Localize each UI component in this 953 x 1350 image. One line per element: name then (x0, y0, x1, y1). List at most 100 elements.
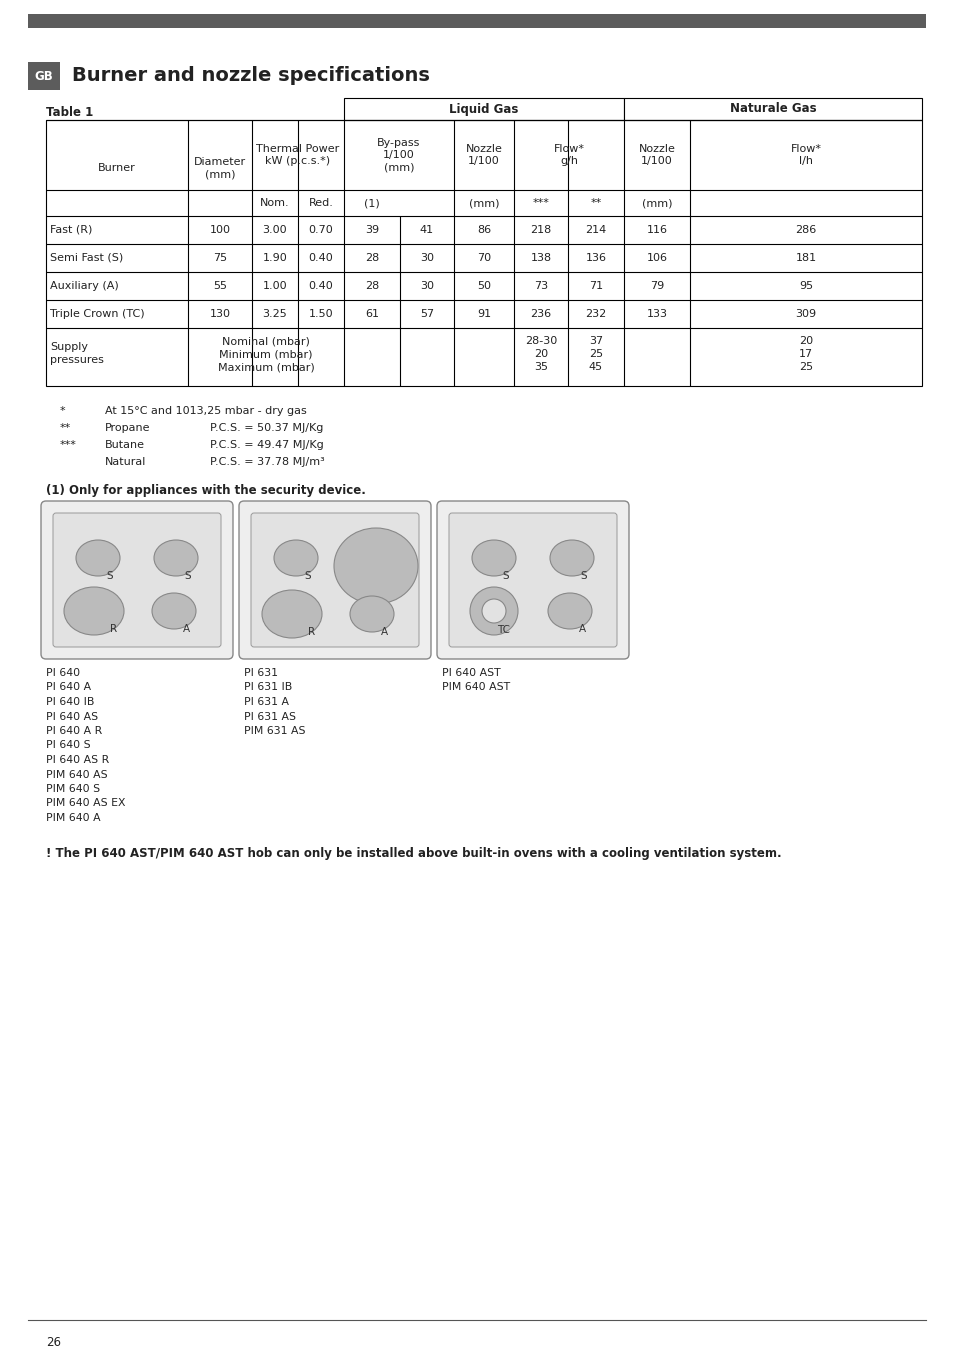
Text: 41: 41 (419, 225, 434, 235)
Ellipse shape (76, 540, 120, 576)
Text: Table 1: Table 1 (46, 105, 93, 119)
Text: PI 640 A: PI 640 A (46, 683, 91, 693)
Text: 20
17
25: 20 17 25 (798, 336, 812, 373)
Text: PIM 640 S: PIM 640 S (46, 784, 100, 794)
Ellipse shape (64, 587, 124, 634)
Text: 100: 100 (210, 225, 231, 235)
Ellipse shape (274, 540, 317, 576)
Text: Flow*
l/h: Flow* l/h (790, 144, 821, 166)
Text: S: S (185, 571, 192, 580)
Text: PI 640 IB: PI 640 IB (46, 697, 94, 707)
Text: P.C.S. = 37.78 MJ/m³: P.C.S. = 37.78 MJ/m³ (210, 458, 324, 467)
Text: 236: 236 (530, 309, 551, 319)
Text: Supply
pressures: Supply pressures (50, 342, 104, 366)
Text: A: A (578, 624, 585, 634)
Text: 26: 26 (46, 1336, 61, 1349)
Text: 86: 86 (476, 225, 491, 235)
Text: 138: 138 (530, 252, 551, 263)
Text: S: S (304, 571, 311, 580)
Text: PIM 640 AST: PIM 640 AST (441, 683, 510, 693)
Text: Butane: Butane (105, 440, 145, 450)
Ellipse shape (472, 540, 516, 576)
Text: 214: 214 (585, 225, 606, 235)
Text: 286: 286 (795, 225, 816, 235)
Text: (mm): (mm) (641, 198, 672, 208)
Text: 91: 91 (476, 309, 491, 319)
Ellipse shape (350, 595, 394, 632)
Text: PI 631: PI 631 (244, 668, 277, 678)
Text: (1) Only for appliances with the security device.: (1) Only for appliances with the securit… (46, 485, 366, 497)
Text: **: ** (590, 198, 601, 208)
Text: A: A (182, 624, 190, 634)
Text: 1.90: 1.90 (262, 252, 287, 263)
Text: 71: 71 (588, 281, 602, 292)
Ellipse shape (153, 540, 198, 576)
Bar (46, 120, 921, 386)
Text: Triple Crown (TC): Triple Crown (TC) (50, 309, 145, 319)
Text: 30: 30 (419, 281, 434, 292)
Text: 39: 39 (365, 225, 378, 235)
Text: S: S (107, 571, 113, 580)
Text: PIM 640 AS EX: PIM 640 AS EX (46, 798, 126, 809)
Text: 28-30
20
35: 28-30 20 35 (524, 336, 557, 373)
Text: R: R (111, 624, 117, 634)
Text: R: R (308, 626, 315, 637)
Text: 28: 28 (364, 281, 378, 292)
Text: Propane: Propane (105, 423, 151, 433)
Text: PI 631 IB: PI 631 IB (244, 683, 292, 693)
Text: 130: 130 (210, 309, 231, 319)
Ellipse shape (550, 540, 594, 576)
Text: 309: 309 (795, 309, 816, 319)
Text: Auxiliary (A): Auxiliary (A) (50, 281, 118, 292)
Text: 232: 232 (585, 309, 606, 319)
Text: TC: TC (497, 625, 510, 634)
Text: 133: 133 (646, 309, 667, 319)
Text: 0.70: 0.70 (309, 225, 333, 235)
Text: 95: 95 (798, 281, 812, 292)
Text: P.C.S. = 49.47 MJ/Kg: P.C.S. = 49.47 MJ/Kg (210, 440, 323, 450)
Text: Thermal Power
kW (p.c.s.*): Thermal Power kW (p.c.s.*) (256, 144, 339, 166)
Text: ***: *** (532, 198, 549, 208)
Text: A: A (380, 626, 387, 637)
Text: Flow*
g/h: Flow* g/h (553, 144, 584, 166)
Circle shape (470, 587, 517, 634)
Text: 50: 50 (476, 281, 491, 292)
Ellipse shape (547, 593, 592, 629)
FancyBboxPatch shape (436, 501, 628, 659)
Text: 136: 136 (585, 252, 606, 263)
Text: 55: 55 (213, 281, 227, 292)
Text: Natural: Natural (105, 458, 146, 467)
Text: 0.40: 0.40 (309, 281, 333, 292)
Text: Naturale Gas: Naturale Gas (729, 103, 816, 116)
Text: 106: 106 (646, 252, 667, 263)
Bar (623, 99, 921, 120)
Text: 73: 73 (534, 281, 547, 292)
Text: 37
25
45: 37 25 45 (588, 336, 602, 373)
Ellipse shape (152, 593, 195, 629)
Text: PIM 640 A: PIM 640 A (46, 813, 100, 823)
FancyBboxPatch shape (53, 513, 221, 647)
Text: At 15°C and 1013,25 mbar - dry gas: At 15°C and 1013,25 mbar - dry gas (105, 406, 307, 416)
Text: PI 640 AS R: PI 640 AS R (46, 755, 110, 765)
Text: PIM 631 AS: PIM 631 AS (244, 726, 305, 736)
Text: Burner and nozzle specifications: Burner and nozzle specifications (71, 66, 430, 85)
Bar (28, 14, 925, 28)
Text: ! The PI 640 AST/PIM 640 AST hob can only be installed above built-in ovens with: ! The PI 640 AST/PIM 640 AST hob can onl… (46, 848, 781, 860)
Text: PI 640 S: PI 640 S (46, 741, 91, 751)
Text: Red.: Red. (308, 198, 334, 208)
Text: 30: 30 (419, 252, 434, 263)
Circle shape (481, 599, 505, 622)
Text: By-pass
1/100
(mm): By-pass 1/100 (mm) (377, 138, 420, 173)
Text: Nominal (mbar)
Minimum (mbar)
Maximum (mbar): Nominal (mbar) Minimum (mbar) Maximum (m… (217, 336, 314, 373)
Text: Fast (R): Fast (R) (50, 225, 92, 235)
Text: 70: 70 (476, 252, 491, 263)
Text: 3.25: 3.25 (262, 309, 287, 319)
Text: 61: 61 (365, 309, 378, 319)
Text: 218: 218 (530, 225, 551, 235)
Text: Liquid Gas: Liquid Gas (449, 103, 518, 116)
Text: PI 640 A R: PI 640 A R (46, 726, 102, 736)
Text: 28: 28 (364, 252, 378, 263)
Text: PI 640: PI 640 (46, 668, 80, 678)
Text: (1): (1) (364, 198, 379, 208)
Text: **: ** (60, 423, 71, 433)
